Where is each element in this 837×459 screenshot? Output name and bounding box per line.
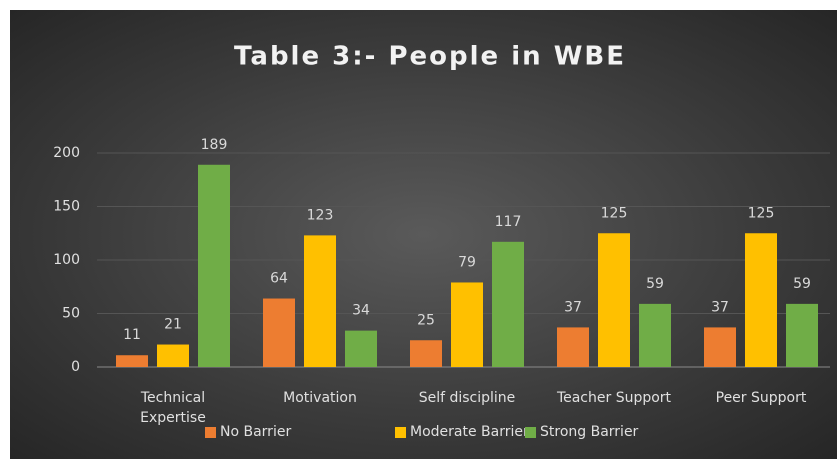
data-label: 125 — [748, 205, 775, 221]
bar — [492, 241, 524, 367]
bar — [639, 303, 671, 367]
bar — [157, 344, 189, 367]
data-label: 189 — [201, 137, 228, 153]
chart-panel — [10, 10, 837, 459]
legend-label: Strong Barrier — [540, 424, 639, 440]
data-label: 125 — [601, 205, 628, 221]
legend-item: Moderate Barrier — [395, 424, 529, 440]
data-label: 25 — [417, 312, 435, 328]
data-label: 37 — [711, 299, 729, 315]
y-tick-label: 100 — [53, 252, 80, 268]
x-tick-label: Teacher Support — [556, 390, 672, 406]
legend-label: No Barrier — [220, 424, 292, 440]
y-tick-label: 200 — [53, 145, 80, 161]
y-tick-label: 0 — [71, 359, 80, 375]
chart-title: Table 3:- People in WBE — [234, 42, 626, 72]
bar — [598, 233, 630, 367]
bar — [786, 303, 818, 367]
bar — [304, 235, 336, 367]
legend-label: Moderate Barrier — [410, 424, 529, 440]
x-tick-label: Self discipline — [418, 390, 516, 406]
bar — [410, 340, 442, 367]
data-label: 123 — [307, 207, 334, 223]
bar — [745, 233, 777, 367]
data-label: 34 — [352, 303, 370, 319]
data-label: 11 — [123, 327, 141, 343]
legend-swatch — [205, 426, 216, 438]
y-tick-label: 150 — [53, 199, 80, 215]
bar — [263, 298, 295, 367]
bar — [704, 327, 736, 367]
data-label: 117 — [495, 214, 522, 230]
bar — [116, 355, 148, 367]
legend-item: Strong Barrier — [525, 424, 638, 440]
legend-swatch — [395, 426, 406, 438]
x-tick-label: Motivation — [283, 390, 357, 406]
data-label: 79 — [458, 254, 476, 270]
data-label: 59 — [793, 276, 811, 292]
y-tick-label: 50 — [62, 306, 80, 322]
legend-swatch — [525, 426, 536, 438]
data-label: 21 — [164, 317, 182, 333]
bar — [198, 164, 230, 367]
bar — [557, 327, 589, 367]
x-tick-label: Peer Support — [715, 390, 807, 406]
bar — [345, 330, 377, 367]
data-label: 37 — [564, 299, 582, 315]
x-tick-label: Technical Expertise — [140, 390, 206, 426]
data-label: 64 — [270, 271, 288, 287]
legend-item: No Barrier — [205, 424, 291, 440]
bar — [451, 282, 483, 367]
data-label: 59 — [646, 276, 664, 292]
